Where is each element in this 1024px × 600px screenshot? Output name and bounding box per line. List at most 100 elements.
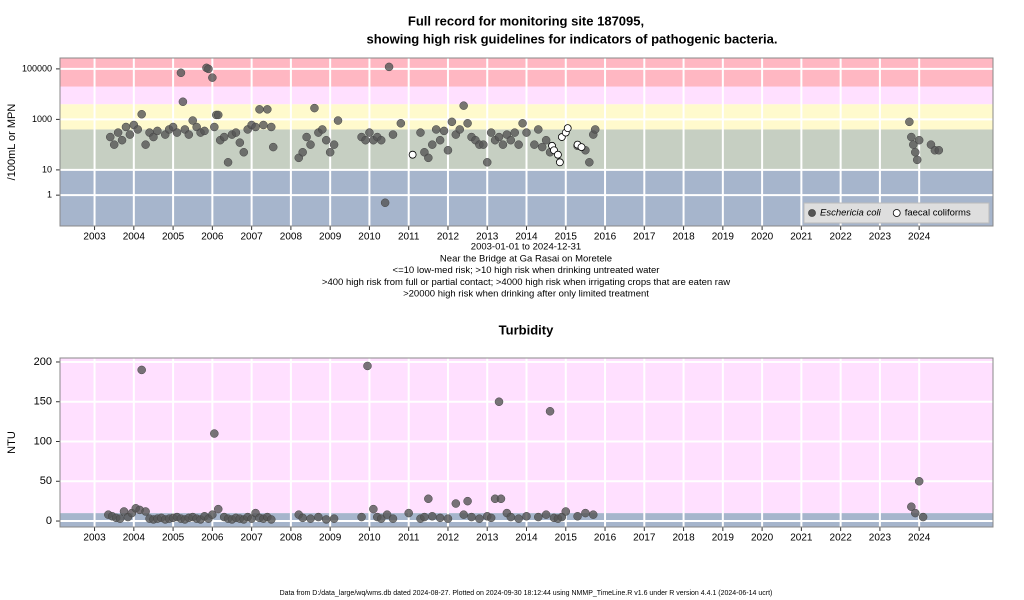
data-point [115,514,125,523]
y-tick-label: 10 [42,164,52,174]
x-tick-label: 2005 [162,232,185,243]
y-tick-label: 200 [34,356,52,368]
data-point [522,128,531,137]
annotation: Near the Bridge at Ga Rasai on Moretele [440,253,612,264]
data-point [117,135,127,145]
data-point [482,158,492,167]
data-point [267,122,276,132]
data-point [451,499,461,508]
data-point [149,132,158,142]
annotation: 2003-01-01 to 2024-12-31 [471,242,581,253]
x-tick-label: 2003 [83,533,106,544]
x-tick-label: 2022 [830,533,853,544]
faecal-point [408,150,417,159]
data-point [384,62,394,72]
data-point [435,513,445,523]
data-point [329,140,339,149]
x-tick-label: 2004 [123,533,146,544]
x-tick-label: 2023 [869,232,892,243]
data-point [361,135,370,145]
data-point [514,514,523,523]
data-point [106,132,115,142]
x-tick-label: 2023 [869,533,892,544]
data-point [125,130,135,139]
data-point [467,512,476,522]
data-point [404,508,413,518]
data-point [329,514,339,523]
data-point [443,145,453,155]
data-point [210,429,219,438]
x-tick-label: 2007 [241,232,264,243]
y-tick-label: 1 [47,190,52,200]
x-tick-label: 2021 [790,232,813,243]
data-point [435,135,445,145]
data-point [494,397,504,406]
data-point [911,508,920,518]
x-tick-label: 2007 [241,533,264,544]
data-point [239,147,249,157]
data-point [259,120,268,130]
data-point [200,126,209,136]
x-tick-label: 2010 [358,232,381,243]
data-point [428,140,437,149]
chart-title: Turbidity [499,322,554,337]
data-point [510,128,519,137]
data-point [585,158,594,167]
data-point [443,514,453,523]
data-point [141,140,150,149]
data-point [321,135,331,145]
x-tick-label: 2017 [633,232,656,243]
data-point [219,132,229,142]
data-point [298,513,307,523]
data-point [914,477,924,486]
x-tick-label: 2013 [476,533,499,544]
y-tick-label: 0 [46,515,52,527]
data-point [447,117,457,127]
data-point [537,142,547,152]
x-tick-label: 2008 [280,232,303,243]
data-point [905,117,914,127]
x-tick-label: 2003 [83,232,106,243]
data-point [223,158,233,167]
x-tick-label: 2005 [162,533,185,544]
data-point [934,145,944,155]
legend-marker [892,209,901,217]
data-point [545,407,555,416]
data-point [475,514,484,523]
data-point [306,140,315,149]
data-point [231,128,241,137]
x-tick-label: 2016 [594,232,617,243]
data-point [561,507,571,516]
data-point [420,512,429,522]
data-point [522,512,531,521]
data-point [184,130,194,139]
data-point [204,64,213,74]
legend-label: Eschericia coli [820,208,882,219]
data-point [479,140,488,149]
data-point [530,140,539,149]
x-tick-label: 2014 [515,533,538,544]
x-tick-label: 2004 [123,232,146,243]
y-tick-label: 100 [34,435,52,447]
data-point [911,147,920,157]
data-point [325,147,335,157]
x-tick-label: 2012 [437,533,460,544]
data-point [416,128,425,137]
y-tick-label: 150 [34,396,52,408]
x-tick-label: 2020 [751,533,774,544]
data-point [914,135,924,145]
legend-label: faecal coliforms [905,208,971,219]
data-point [263,105,272,114]
data-point [176,68,186,78]
x-tick-label: 2024 [908,232,931,243]
data-point [534,125,543,134]
legend-marker [808,209,816,217]
data-point [302,132,311,142]
y-tick-label: 100000 [22,63,52,73]
faecal-point [554,150,562,159]
data-point [172,128,182,137]
data-point [208,73,217,82]
data-point [376,135,386,145]
data-point [235,138,245,147]
